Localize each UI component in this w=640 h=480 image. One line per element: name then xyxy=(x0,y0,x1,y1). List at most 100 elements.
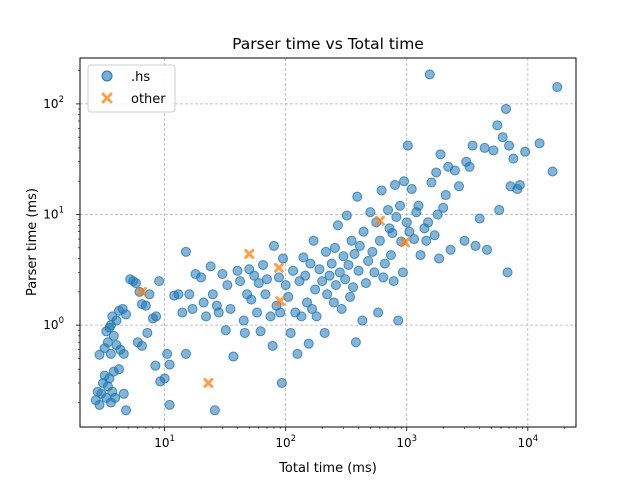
data-point-hs xyxy=(209,405,220,416)
data-point-hs xyxy=(201,311,212,322)
data-point-hs xyxy=(492,120,503,131)
data-point-hs xyxy=(268,240,279,251)
data-point-hs xyxy=(235,276,246,287)
data-point-other xyxy=(136,286,147,297)
data-point-hs xyxy=(319,327,330,338)
data-point-hs xyxy=(426,177,437,188)
legend: .hs other xyxy=(87,64,176,113)
data-point-hs xyxy=(322,289,333,300)
data-point-hs xyxy=(187,303,198,314)
data-point-hs xyxy=(346,235,357,246)
legend-label-other: other xyxy=(131,92,166,107)
data-point-hs xyxy=(413,200,424,211)
data-point-hs xyxy=(350,337,361,348)
data-point-hs xyxy=(500,103,511,114)
data-point-hs xyxy=(330,280,341,291)
data-point-hs xyxy=(136,340,147,351)
data-point-hs xyxy=(105,348,116,359)
data-points xyxy=(90,69,563,416)
data-point-hs xyxy=(358,226,369,237)
data-point-hs xyxy=(373,307,384,318)
data-point-hs xyxy=(310,284,321,295)
data-point-hs xyxy=(409,234,420,245)
data-point-hs xyxy=(520,146,531,157)
data-point-hs xyxy=(424,69,435,80)
data-point-hs xyxy=(464,161,475,172)
data-point-hs xyxy=(336,303,347,314)
data-point-hs xyxy=(393,315,404,326)
data-point-hs xyxy=(151,311,162,322)
data-point-hs xyxy=(340,274,351,285)
data-point-hs xyxy=(328,297,339,308)
data-point-hs xyxy=(348,282,359,293)
data-point-hs xyxy=(453,181,464,192)
legend-label-hs: .hs xyxy=(131,70,150,85)
data-point-hs xyxy=(260,289,271,300)
data-point-hs xyxy=(314,264,325,275)
data-point-hs xyxy=(423,217,434,228)
data-point-hs xyxy=(387,228,398,239)
data-point-hs xyxy=(374,235,385,246)
data-point-hs xyxy=(114,364,125,375)
data-point-hs xyxy=(298,252,309,263)
data-point-hs xyxy=(354,240,365,251)
data-point-hs xyxy=(404,226,415,237)
data-point-hs xyxy=(504,140,515,151)
data-point-hs xyxy=(232,265,243,276)
data-point-hs xyxy=(402,140,413,151)
data-point-hs xyxy=(479,142,490,153)
data-point-hs xyxy=(159,373,170,384)
data-point-hs xyxy=(343,259,354,270)
data-point-other xyxy=(203,377,214,388)
data-point-hs xyxy=(177,307,188,318)
data-point-hs xyxy=(470,240,481,251)
data-point-hs xyxy=(162,348,173,359)
data-point-hs xyxy=(267,340,278,351)
data-point-hs xyxy=(353,265,364,276)
data-point-hs xyxy=(238,315,249,326)
data-point-hs xyxy=(220,325,231,336)
data-point-hs xyxy=(438,202,449,213)
data-point-hs xyxy=(277,253,288,264)
data-point-hs xyxy=(173,289,184,300)
data-point-hs xyxy=(429,230,440,241)
data-point-hs xyxy=(252,307,263,318)
data-point-hs xyxy=(225,303,236,314)
data-point-hs xyxy=(239,327,250,338)
data-point-hs xyxy=(118,388,129,399)
data-point-hs xyxy=(180,348,191,359)
data-point-hs xyxy=(334,267,345,278)
data-point-hs xyxy=(207,289,218,300)
data-point-hs xyxy=(261,274,272,285)
data-point-hs xyxy=(222,280,233,291)
data-point-hs xyxy=(397,267,408,278)
data-point-hs xyxy=(497,132,508,143)
data-point-hs xyxy=(150,360,161,371)
data-point-hs xyxy=(449,165,460,176)
data-point-hs xyxy=(180,246,191,257)
data-point-hs xyxy=(255,326,266,337)
data-point-hs xyxy=(432,209,443,220)
data-point-hs xyxy=(399,176,410,187)
data-point-hs xyxy=(388,276,399,287)
data-point-other xyxy=(400,237,411,248)
data-point-hs xyxy=(324,270,335,281)
data-point-hs xyxy=(320,246,331,257)
data-point-other xyxy=(275,296,286,307)
data-point-hs xyxy=(338,251,349,262)
data-point-hs xyxy=(184,289,195,300)
legend-marker-hs xyxy=(101,70,113,82)
data-point-hs xyxy=(367,246,378,257)
data-point-hs xyxy=(332,220,343,231)
data-point-hs xyxy=(296,311,307,322)
data-point-hs xyxy=(385,250,396,261)
data-point-hs xyxy=(349,248,360,259)
data-point-hs xyxy=(365,207,376,218)
data-point-hs xyxy=(265,311,276,322)
data-point-hs xyxy=(303,338,314,349)
data-point-hs xyxy=(217,268,228,279)
data-point-hs xyxy=(154,276,165,287)
data-point-hs xyxy=(376,185,387,196)
data-point-hs xyxy=(383,204,394,215)
data-point-hs xyxy=(273,272,284,283)
